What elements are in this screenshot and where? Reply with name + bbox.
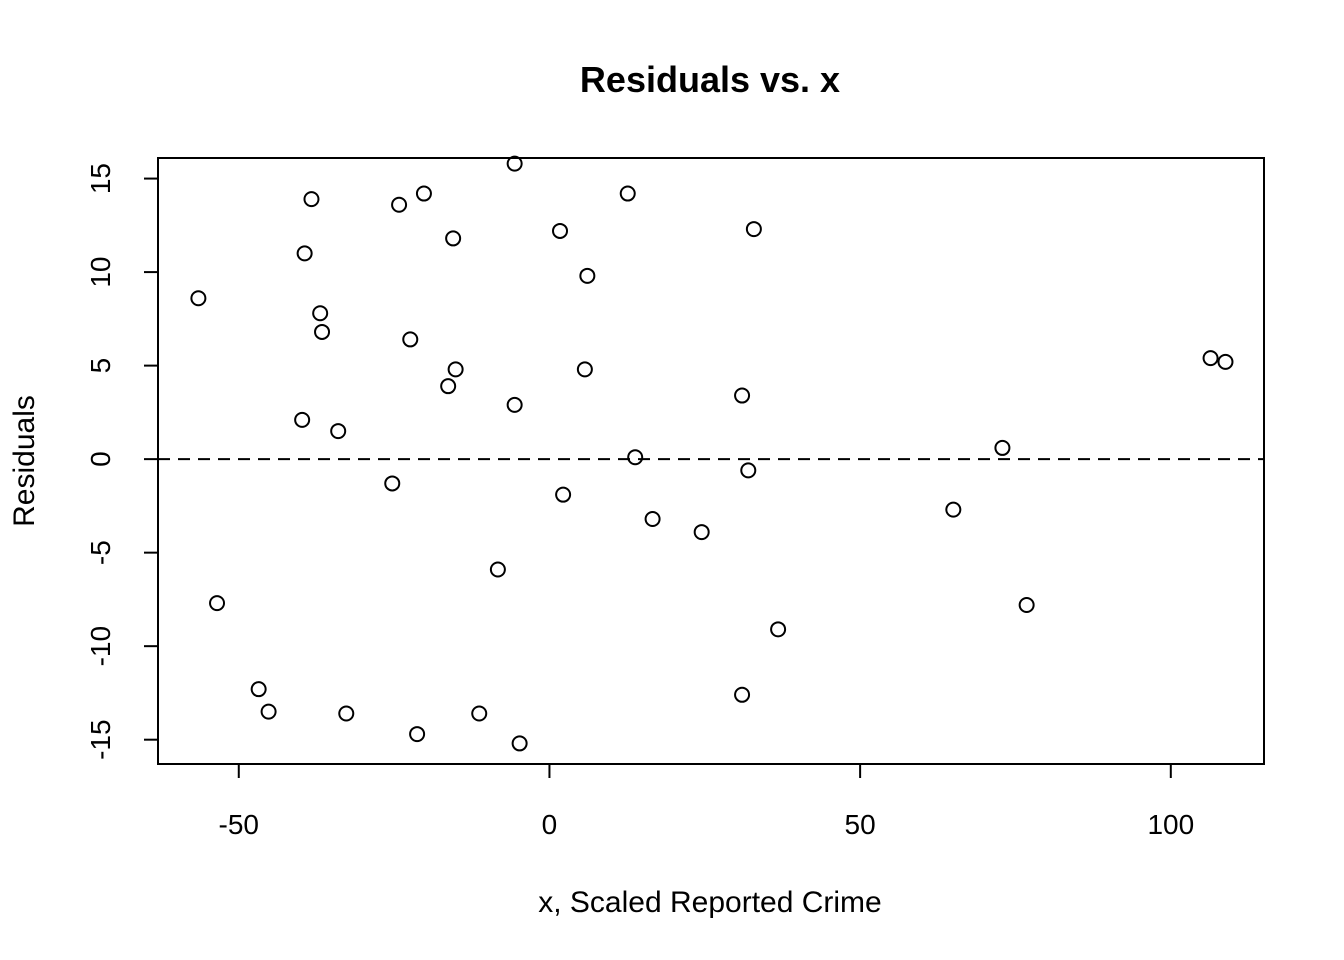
data-point — [294, 411, 311, 428]
x-axis-label: x, Scaled Reported Crime — [538, 886, 881, 919]
y-tick-label: 15 — [85, 163, 116, 194]
data-point — [409, 726, 426, 743]
data-point — [740, 462, 757, 479]
chart-title: Residuals vs. x — [580, 59, 840, 100]
data-point — [471, 705, 488, 722]
data-point — [994, 439, 1011, 456]
data-point — [440, 378, 457, 395]
data-point — [489, 561, 506, 578]
data-point — [260, 703, 277, 720]
data-point — [945, 501, 962, 518]
data-point — [391, 196, 408, 213]
data-point — [447, 361, 464, 378]
data-point — [250, 681, 267, 698]
data-point — [445, 230, 462, 247]
y-tick-label: -10 — [85, 626, 116, 666]
data-point — [745, 221, 762, 238]
data-point — [693, 524, 710, 541]
data-point — [1018, 597, 1035, 614]
data-point — [576, 361, 593, 378]
data-point — [209, 595, 226, 612]
data-point — [627, 449, 644, 466]
data-point — [1217, 353, 1234, 370]
y-tick-label: -15 — [85, 719, 116, 759]
y-axis: -15 -10 -5 0 5 10 15 — [85, 163, 159, 760]
x-tick-label: 0 — [542, 809, 558, 840]
data-point — [644, 510, 661, 527]
y-tick-label: 5 — [85, 358, 116, 374]
x-axis: -50 0 50 100 — [219, 763, 1194, 840]
data-point — [296, 245, 313, 262]
y-tick-label: 0 — [85, 451, 116, 467]
y-tick-label: 10 — [85, 257, 116, 288]
data-point — [555, 486, 572, 503]
data-point — [312, 305, 329, 322]
y-axis-label: Residuals — [8, 395, 41, 527]
data-point — [303, 191, 320, 208]
data-point — [734, 387, 751, 404]
data-point — [330, 423, 347, 440]
data-point — [1202, 350, 1219, 367]
plot-frame — [157, 157, 1265, 765]
data-point — [552, 222, 569, 239]
x-tick-label: 100 — [1147, 809, 1194, 840]
data-point — [579, 267, 596, 284]
data-point — [415, 185, 432, 202]
data-point — [734, 686, 751, 703]
data-points — [190, 155, 1234, 752]
x-tick-label: 50 — [845, 809, 876, 840]
data-point — [770, 621, 787, 638]
data-point — [314, 323, 331, 340]
data-point — [402, 331, 419, 348]
data-point — [384, 475, 401, 492]
data-point — [338, 705, 355, 722]
data-point — [619, 185, 636, 202]
data-point — [190, 290, 207, 307]
x-tick-label: -50 — [219, 809, 259, 840]
data-point — [511, 735, 528, 752]
data-point — [506, 396, 523, 413]
y-tick-label: -5 — [85, 540, 116, 565]
data-point — [506, 155, 523, 172]
